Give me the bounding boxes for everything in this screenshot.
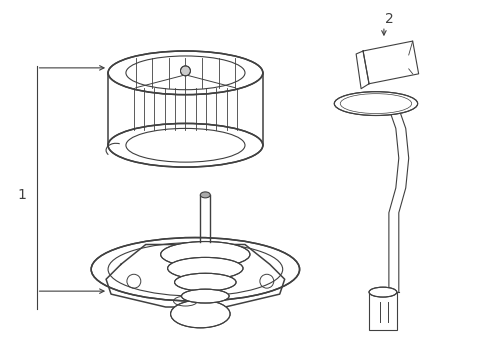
- Ellipse shape: [108, 51, 263, 95]
- Circle shape: [180, 66, 190, 76]
- Ellipse shape: [108, 123, 263, 167]
- Ellipse shape: [170, 300, 230, 328]
- Bar: [368, 292, 396, 330]
- Ellipse shape: [174, 273, 236, 291]
- Ellipse shape: [91, 238, 299, 301]
- Polygon shape: [355, 51, 368, 89]
- Polygon shape: [362, 41, 418, 84]
- Ellipse shape: [181, 289, 229, 303]
- Ellipse shape: [200, 192, 210, 198]
- Ellipse shape: [167, 257, 243, 279]
- Text: 1: 1: [17, 188, 26, 202]
- Ellipse shape: [334, 92, 417, 116]
- Ellipse shape: [161, 242, 249, 267]
- Text: 2: 2: [384, 12, 392, 26]
- Ellipse shape: [368, 287, 396, 297]
